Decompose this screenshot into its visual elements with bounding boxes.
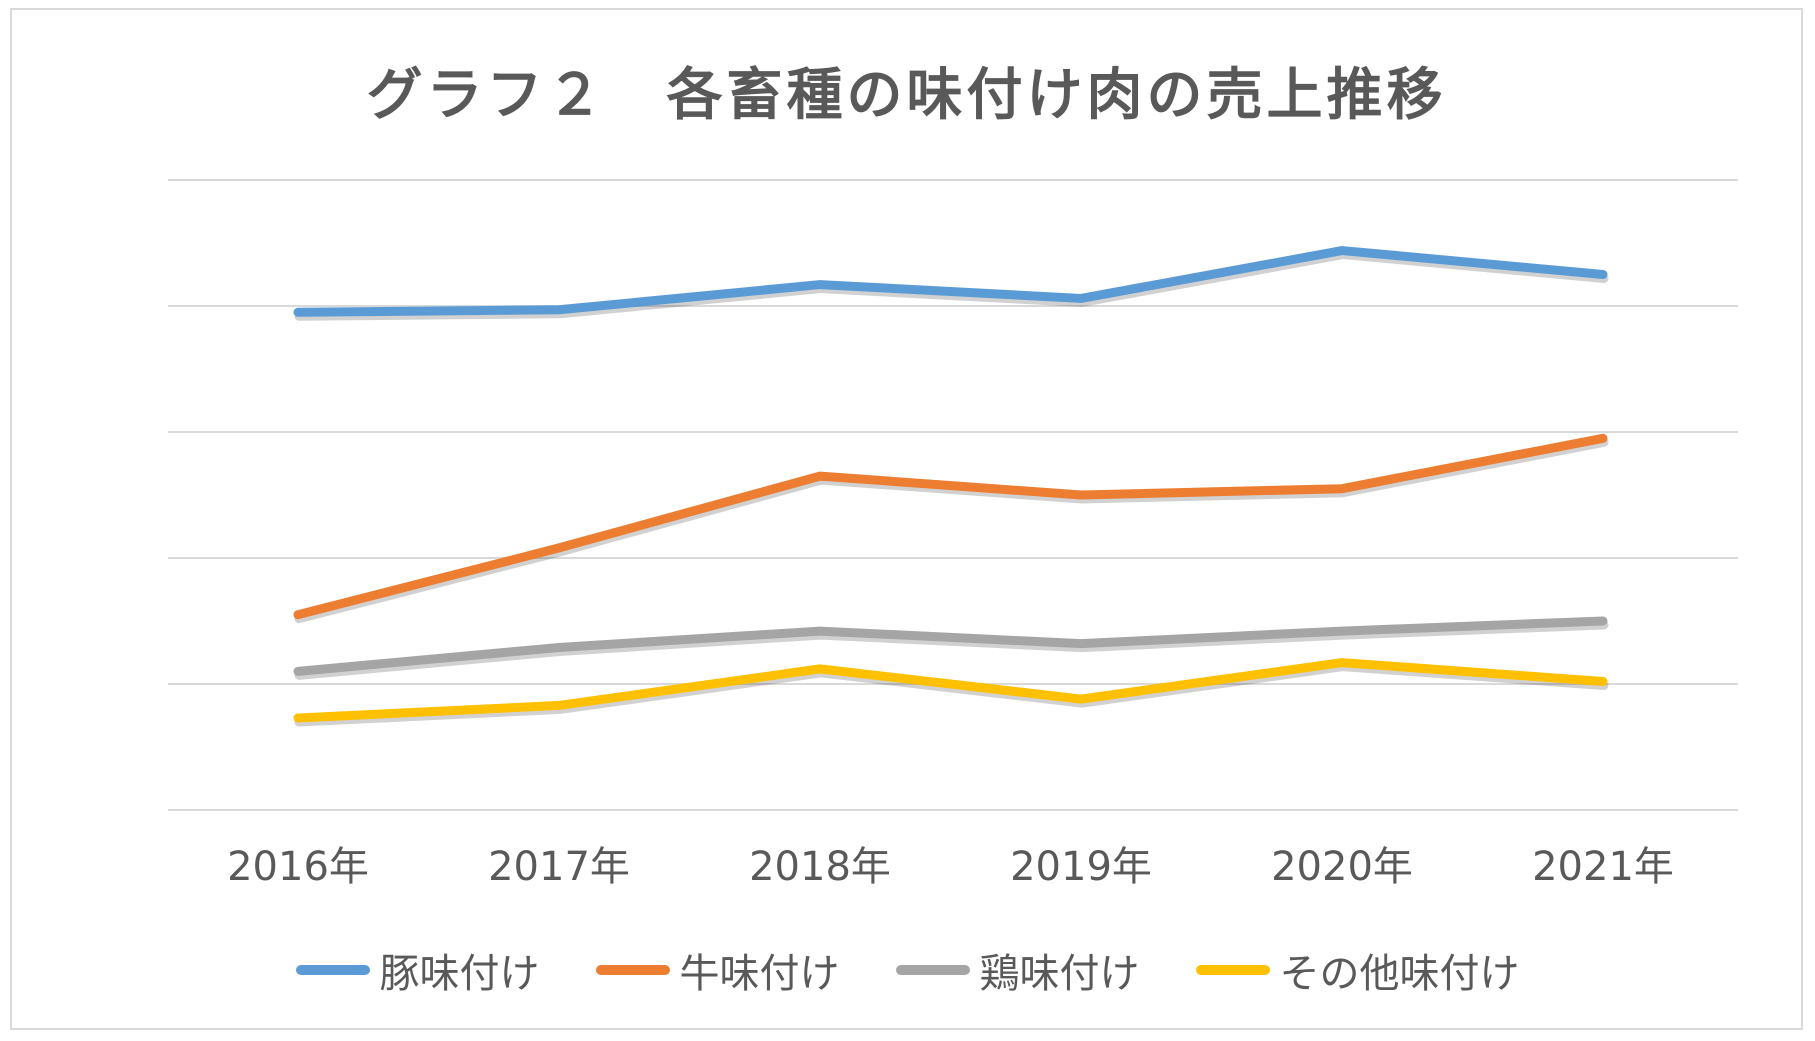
- x-tick-label-0: 2016年: [227, 844, 369, 890]
- legend-swatch-1: [595, 965, 670, 975]
- series-lines: [293, 246, 1609, 727]
- legend-swatch-2: [895, 965, 970, 975]
- legend-label-0: 豚味付け: [379, 951, 540, 997]
- legend-item-0: 豚味付け: [295, 941, 540, 999]
- series-line-2: [293, 616, 1608, 676]
- series-line-0: [293, 246, 1608, 317]
- chart-frame: グラフ２ 各畜種の味付け肉の売上推移: [10, 8, 1803, 1030]
- series-shadow-1: [294, 437, 1609, 624]
- legend-item-2: 鶏味付け: [895, 941, 1140, 999]
- legend-label-1: 牛味付け: [679, 951, 840, 997]
- x-tick-label-2: 2018年: [749, 844, 891, 890]
- x-tick-label-5: 2021年: [1532, 844, 1674, 890]
- series-line-1: [293, 433, 1608, 620]
- legend: 豚味付け 牛味付け 鶏味付け その他味付け: [0, 940, 1815, 1000]
- x-axis-ticks: 2016年 2017年 2018年 2019年 2020年 2021年: [227, 844, 1674, 890]
- x-tick-label-1: 2017年: [488, 844, 630, 890]
- series-line-3: [293, 658, 1608, 723]
- legend-item-1: 牛味付け: [595, 941, 840, 999]
- legend-label-2: 鶏味付け: [979, 951, 1140, 997]
- legend-swatch-0: [295, 965, 370, 975]
- x-tick-label-3: 2019年: [1010, 844, 1152, 890]
- series-shadow-3: [294, 662, 1609, 727]
- legend-swatch-3: [1195, 965, 1270, 975]
- chart-title: グラフ２ 各畜種の味付け肉の売上推移: [366, 63, 1447, 128]
- legend-label-3: その他味付け: [1279, 951, 1520, 997]
- x-tick-label-4: 2020年: [1271, 844, 1413, 890]
- legend-item-3: その他味付け: [1195, 941, 1520, 999]
